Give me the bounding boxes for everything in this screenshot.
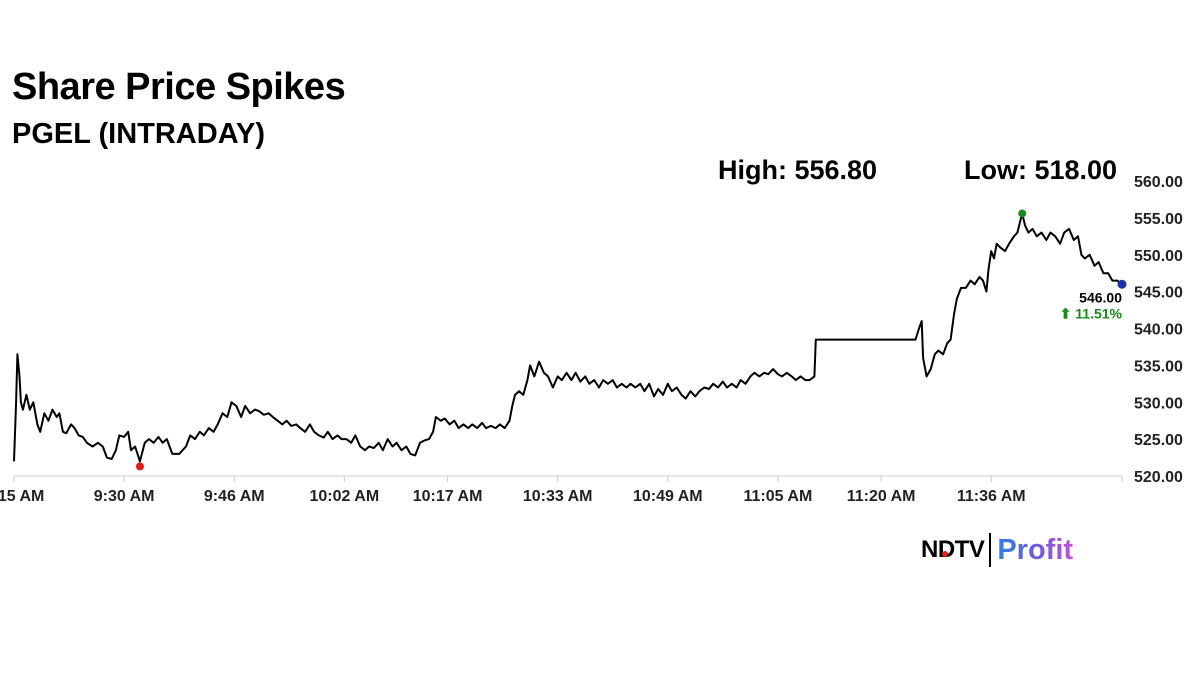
chart-subtitle: PGEL (INTRADAY) bbox=[12, 118, 265, 150]
logo-product: Profit bbox=[997, 533, 1074, 566]
x-tick-label: 9:15 AM bbox=[0, 488, 44, 505]
x-tick-label: 9:30 AM bbox=[94, 488, 155, 505]
low-marker bbox=[135, 462, 144, 471]
last-price-label: 546.00 bbox=[1079, 289, 1122, 305]
x-tick-label: 11:36 AM bbox=[957, 488, 1026, 505]
x-tick-label: 10:17 AM bbox=[413, 488, 483, 505]
low-label: Low: 518.00 bbox=[964, 155, 1118, 185]
high-label: High: 556.80 bbox=[718, 155, 878, 185]
y-tick-label: 555.00 bbox=[1134, 211, 1183, 228]
y-tick-label: 520.00 bbox=[1134, 469, 1183, 486]
x-tick-label: 10:49 AM bbox=[633, 488, 703, 505]
x-tick-label: 9:46 AM bbox=[204, 488, 265, 505]
x-tick-label: 10:33 AM bbox=[523, 488, 593, 505]
logo-dot bbox=[942, 551, 948, 557]
y-tick-label: 535.00 bbox=[1134, 358, 1183, 375]
x-tick-label: 11:20 AM bbox=[847, 488, 916, 505]
last-marker bbox=[1117, 279, 1127, 289]
y-tick-label: 540.00 bbox=[1134, 322, 1183, 339]
ndtv-profit-logo: NDTV Profit bbox=[921, 530, 1073, 570]
y-tick-label: 530.00 bbox=[1134, 395, 1183, 412]
x-tick-label: 10:02 AM bbox=[310, 488, 380, 505]
high-marker bbox=[1018, 209, 1027, 218]
chart-title: Share Price Spikes bbox=[12, 66, 346, 108]
change-label: ⬆ 11.51% bbox=[1060, 305, 1123, 321]
logo-brand: NDTV bbox=[921, 536, 985, 564]
logo-separator bbox=[989, 533, 992, 567]
logo-brand-text: NDTV bbox=[921, 536, 985, 563]
y-tick-label: 550.00 bbox=[1134, 248, 1183, 265]
y-tick-label: 545.00 bbox=[1134, 285, 1183, 302]
y-tick-label: 560.00 bbox=[1134, 174, 1183, 191]
x-tick-label: 11:05 AM bbox=[744, 488, 813, 505]
price-line bbox=[13, 212, 1123, 463]
y-tick-label: 525.00 bbox=[1134, 432, 1183, 449]
